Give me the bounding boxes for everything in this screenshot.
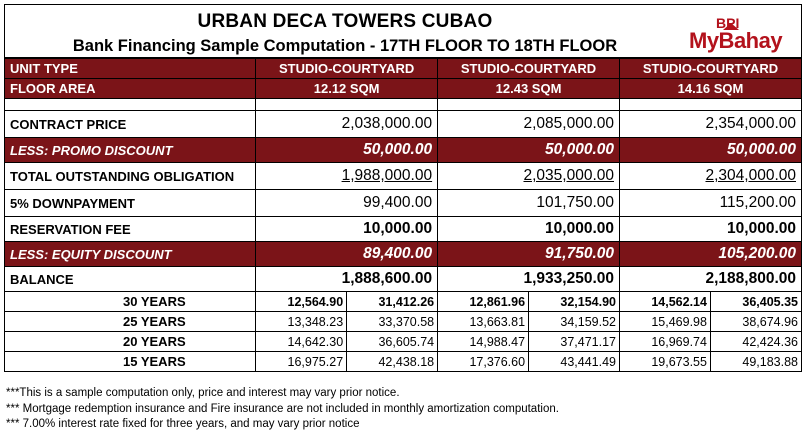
term-label-30: 30 YEARS bbox=[3, 291, 257, 312]
downpayment-3: 115,200.00 bbox=[619, 189, 802, 217]
amortization-row-30: 30 YEARS 12,564.90 31,412.26 12,861.96 3… bbox=[3, 291, 803, 312]
promo-discount-label: LESS: PROMO DISCOUNT bbox=[3, 137, 257, 163]
equity-discount-label: LESS: EQUITY DISCOUNT bbox=[3, 241, 257, 267]
downpayment-label: 5% DOWNPAYMENT bbox=[3, 189, 257, 217]
total-obligation-label: TOTAL OUTSTANDING OBLIGATION bbox=[3, 162, 257, 190]
footnote-3: *** 7.00% interest rate fixed for three … bbox=[6, 418, 360, 430]
amort-25-6: 38,674.96 bbox=[709, 311, 803, 332]
amort-15-1: 16,975.27 bbox=[255, 351, 348, 372]
amort-20-2: 36,605.74 bbox=[346, 331, 439, 352]
amort-15-6: 49,183.88 bbox=[709, 351, 803, 372]
amort-30-2: 31,412.26 bbox=[346, 291, 439, 312]
contract-price-label: CONTRACT PRICE bbox=[3, 110, 257, 138]
header: URBAN DECA TOWERS CUBAO Bank Financing S… bbox=[4, 4, 802, 58]
downpayment-2: 101,750.00 bbox=[437, 189, 620, 217]
total-obligation-3: 2,304,000.00 bbox=[705, 167, 796, 184]
amort-25-4: 34,159.52 bbox=[528, 311, 620, 332]
downpayment-row: 5% DOWNPAYMENT 99,400.00 101,750.00 115,… bbox=[3, 189, 802, 217]
reservation-fee-1: 10,000.00 bbox=[255, 216, 439, 242]
term-label-20: 20 YEARS bbox=[3, 331, 257, 352]
amort-30-1: 12,564.90 bbox=[255, 291, 348, 312]
amort-30-5: 14,562.14 bbox=[619, 291, 711, 312]
unit-type-2: STUDIO-COURTYARD bbox=[437, 58, 620, 79]
total-obligation-1: 1,988,000.00 bbox=[341, 167, 433, 184]
floor-area-2: 12.43 SQM bbox=[437, 78, 620, 99]
promo-discount-2: 50,000.00 bbox=[437, 137, 620, 163]
amort-15-2: 42,438.18 bbox=[346, 351, 439, 372]
promo-discount-row: LESS: PROMO DISCOUNT 50,000.00 50,000.00… bbox=[3, 137, 802, 163]
amort-25-2: 33,370.58 bbox=[346, 311, 439, 332]
reservation-fee-3: 10,000.00 bbox=[619, 216, 802, 242]
term-label-25: 25 YEARS bbox=[3, 311, 257, 332]
page-subtitle: Bank Financing Sample Computation - 17TH… bbox=[72, 37, 618, 55]
amort-25-5: 15,469.98 bbox=[619, 311, 711, 332]
amort-15-5: 19,673.55 bbox=[619, 351, 711, 372]
footnotes: ***This is a sample computation only, pr… bbox=[6, 386, 559, 433]
amort-20-1: 14,642.30 bbox=[255, 331, 348, 352]
bpi-mybahay-logo: BPI MyBahay bbox=[685, 9, 801, 55]
floor-area-label: FLOOR AREA bbox=[3, 78, 257, 99]
total-obligation-row: TOTAL OUTSTANDING OBLIGATION 1,988,000.0… bbox=[3, 162, 802, 190]
financing-table: UNIT TYPE STUDIO-COURTYARD STUDIO-COURTY… bbox=[3, 58, 803, 372]
balance-label: BALANCE bbox=[3, 266, 257, 292]
amort-15-3: 17,376.60 bbox=[437, 351, 530, 372]
amort-20-5: 16,969.74 bbox=[619, 331, 711, 352]
unit-type-3: STUDIO-COURTYARD bbox=[619, 58, 802, 79]
amortization-row-20: 20 YEARS 14,642.30 36,605.74 14,988.47 3… bbox=[3, 331, 803, 352]
house-roof-icon bbox=[723, 23, 739, 30]
amort-20-4: 37,471.17 bbox=[528, 331, 620, 352]
amortization-row-25: 25 YEARS 13,348.23 33,370.58 13,663.81 3… bbox=[3, 311, 803, 332]
logo-mybahay-text: MyBahay bbox=[689, 28, 783, 53]
page-title: URBAN DECA TOWERS CUBAO bbox=[197, 11, 493, 32]
equity-discount-2: 91,750.00 bbox=[437, 241, 620, 267]
promo-discount-1: 50,000.00 bbox=[255, 137, 439, 163]
amort-25-1: 13,348.23 bbox=[255, 311, 348, 332]
equity-discount-row: LESS: EQUITY DISCOUNT 89,400.00 91,750.0… bbox=[3, 241, 802, 267]
floor-area-3: 14.16 SQM bbox=[619, 78, 802, 99]
contract-price-3: 2,354,000.00 bbox=[619, 110, 802, 138]
reservation-fee-row: RESERVATION FEE 10,000.00 10,000.00 10,0… bbox=[3, 216, 802, 242]
balance-3: 2,188,800.00 bbox=[619, 266, 802, 292]
amortization-row-15: 15 YEARS 16,975.27 42,438.18 17,376.60 4… bbox=[3, 351, 803, 372]
contract-price-1: 2,038,000.00 bbox=[255, 110, 439, 138]
balance-1: 1,888,600.00 bbox=[255, 266, 439, 292]
promo-discount-3: 50,000.00 bbox=[619, 137, 802, 163]
amort-30-4: 32,154.90 bbox=[528, 291, 620, 312]
equity-discount-3: 105,200.00 bbox=[619, 241, 802, 267]
reservation-fee-2: 10,000.00 bbox=[437, 216, 620, 242]
footnote-2: *** Mortgage redemption insurance and Fi… bbox=[6, 402, 559, 415]
amort-20-3: 14,988.47 bbox=[437, 331, 530, 352]
amort-30-3: 12,861.96 bbox=[437, 291, 530, 312]
amort-30-6: 36,405.35 bbox=[709, 291, 803, 312]
unit-type-1: STUDIO-COURTYARD bbox=[255, 58, 439, 79]
balance-2: 1,933,250.00 bbox=[437, 266, 620, 292]
amort-20-6: 42,424.36 bbox=[709, 331, 803, 352]
floor-area-row: FLOOR AREA 12.12 SQM 12.43 SQM 14.16 SQM bbox=[3, 78, 802, 99]
reservation-fee-label: RESERVATION FEE bbox=[3, 216, 257, 242]
contract-price-row: CONTRACT PRICE 2,038,000.00 2,085,000.00… bbox=[3, 110, 802, 138]
downpayment-1: 99,400.00 bbox=[255, 189, 439, 217]
balance-row: BALANCE 1,888,600.00 1,933,250.00 2,188,… bbox=[3, 266, 802, 292]
amort-15-4: 43,441.49 bbox=[528, 351, 620, 372]
equity-discount-1: 89,400.00 bbox=[255, 241, 439, 267]
total-obligation-2: 2,035,000.00 bbox=[523, 167, 614, 184]
contract-price-2: 2,085,000.00 bbox=[437, 110, 620, 138]
footnote-1: ***This is a sample computation only, pr… bbox=[6, 387, 400, 399]
floor-area-1: 12.12 SQM bbox=[255, 78, 439, 99]
spacer-row bbox=[3, 98, 802, 111]
unit-type-label: UNIT TYPE bbox=[3, 58, 257, 79]
term-label-15: 15 YEARS bbox=[3, 351, 257, 372]
unit-type-row: UNIT TYPE STUDIO-COURTYARD STUDIO-COURTY… bbox=[3, 58, 802, 79]
amort-25-3: 13,663.81 bbox=[437, 311, 530, 332]
